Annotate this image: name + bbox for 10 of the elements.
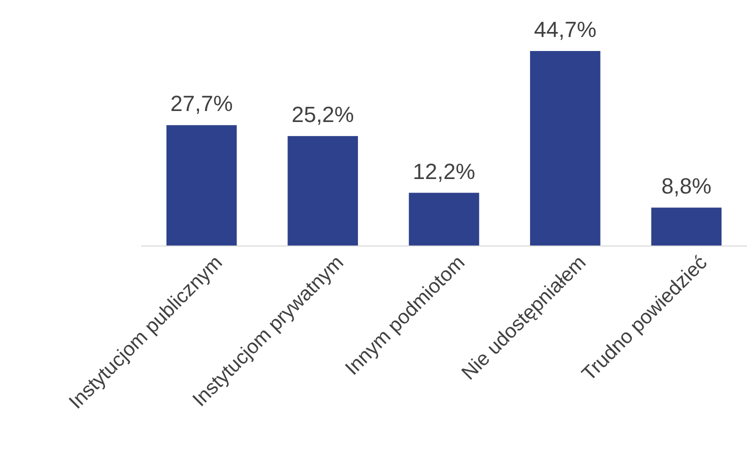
bar xyxy=(288,136,358,246)
bar xyxy=(408,192,480,246)
data-label: 44,7% xyxy=(534,17,596,42)
data-label: 27,7% xyxy=(170,91,233,116)
bar xyxy=(651,208,722,246)
data-label: 8,8% xyxy=(661,174,712,199)
data-label: 12,2% xyxy=(412,158,476,184)
data-label: 25,2% xyxy=(292,102,354,128)
bar xyxy=(166,125,237,246)
bar xyxy=(530,51,600,246)
